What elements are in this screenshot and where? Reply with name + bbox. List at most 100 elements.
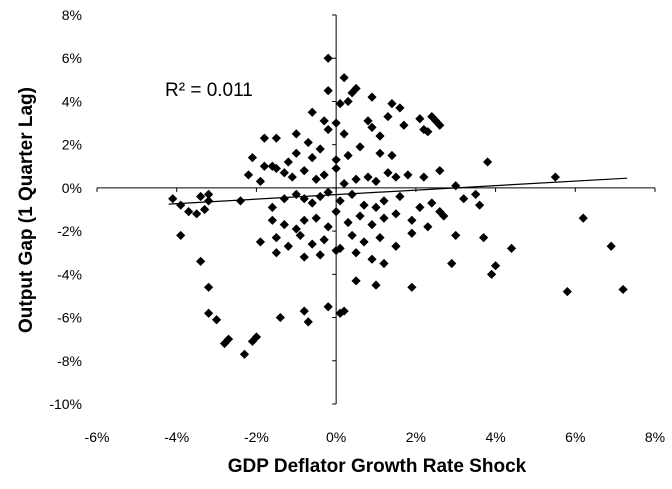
data-point	[335, 308, 345, 318]
data-point	[271, 248, 281, 258]
data-point	[351, 174, 361, 184]
data-point	[339, 178, 349, 189]
data-point	[295, 230, 305, 241]
data-point	[403, 170, 413, 180]
data-point	[323, 124, 333, 135]
data-point	[375, 232, 385, 243]
data-points	[168, 53, 628, 359]
x-tick-label: 8%	[645, 429, 665, 445]
data-point	[315, 144, 325, 154]
data-point	[323, 187, 333, 197]
data-point	[291, 224, 301, 234]
data-point	[176, 200, 186, 210]
data-point	[395, 103, 405, 113]
data-point	[451, 181, 461, 191]
data-point	[239, 349, 250, 359]
data-point	[271, 133, 281, 143]
data-point	[211, 315, 222, 325]
data-point	[339, 73, 349, 83]
data-point	[415, 202, 425, 212]
data-point	[483, 157, 493, 167]
data-point	[347, 189, 357, 199]
data-point	[168, 194, 178, 204]
data-point	[379, 213, 389, 223]
data-point	[367, 122, 377, 132]
data-point	[439, 211, 449, 221]
data-point	[323, 86, 333, 96]
y-tick-label: -6%	[57, 310, 82, 326]
data-point	[319, 170, 329, 180]
data-point	[379, 196, 389, 206]
y-tick-label: 6%	[62, 50, 82, 66]
data-point	[391, 241, 401, 251]
x-tick-label: -2%	[244, 429, 269, 445]
data-point	[343, 150, 353, 161]
x-tick-labels: -6% -4% -2% 0% 2% 4% 6% 8%	[85, 429, 666, 445]
data-point	[192, 209, 202, 219]
data-point	[367, 220, 377, 230]
data-point	[323, 53, 333, 63]
data-point	[355, 211, 365, 221]
data-point	[255, 237, 266, 247]
y-tick-label: 8%	[62, 7, 82, 23]
data-point	[427, 198, 437, 208]
data-point	[387, 99, 397, 109]
data-point	[407, 228, 417, 238]
data-point	[335, 99, 345, 109]
data-point	[307, 107, 317, 117]
data-point	[319, 235, 329, 245]
x-tick-label: 2%	[406, 429, 426, 445]
data-point	[299, 252, 309, 262]
x-tick-label: 6%	[565, 429, 585, 445]
data-point	[375, 131, 385, 141]
data-point	[351, 83, 361, 94]
data-point	[399, 120, 409, 130]
data-point	[355, 142, 365, 152]
y-tick-label: -2%	[57, 223, 82, 239]
data-point	[299, 306, 309, 316]
data-point	[427, 111, 437, 122]
y-axis-title: Output Gap (1 Quarter Lag)	[16, 87, 37, 333]
data-point	[578, 213, 588, 223]
x-tick-label: -4%	[164, 429, 189, 445]
data-point	[343, 96, 353, 107]
data-point	[447, 258, 457, 269]
data-point	[351, 276, 361, 286]
data-point	[371, 202, 381, 212]
data-point	[379, 258, 389, 269]
data-point	[471, 189, 481, 199]
data-point	[335, 243, 345, 253]
data-point	[323, 302, 333, 312]
data-point	[347, 88, 357, 98]
data-point	[371, 280, 381, 290]
data-point	[363, 116, 373, 126]
data-point	[204, 308, 214, 318]
data-point	[407, 282, 417, 292]
data-point	[415, 114, 425, 124]
data-point	[283, 241, 293, 251]
data-point	[196, 256, 206, 266]
data-point	[486, 269, 497, 279]
data-point	[351, 248, 361, 258]
data-point	[219, 338, 230, 349]
data-point	[347, 230, 357, 241]
data-point	[259, 133, 269, 143]
data-point	[331, 155, 341, 165]
data-point	[275, 312, 285, 323]
trend-line	[168, 177, 628, 205]
data-point	[395, 191, 405, 202]
r-squared-annotation: R² = 0.011	[165, 80, 253, 101]
data-point	[490, 261, 501, 271]
data-point	[550, 172, 560, 182]
data-point	[383, 168, 393, 178]
data-point	[423, 222, 433, 232]
data-point	[387, 150, 397, 161]
data-point	[335, 196, 345, 206]
data-point	[618, 284, 628, 295]
data-point	[243, 170, 254, 180]
data-point	[279, 194, 289, 204]
data-point	[391, 209, 401, 219]
data-point	[506, 243, 517, 253]
data-point	[343, 217, 353, 228]
